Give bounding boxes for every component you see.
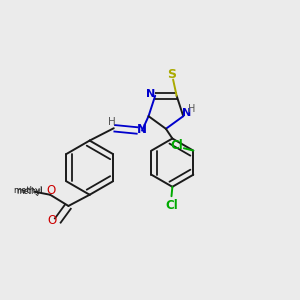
Text: N: N xyxy=(182,108,191,118)
Text: N: N xyxy=(146,89,155,99)
Text: methyl: methyl xyxy=(16,187,43,196)
Text: O: O xyxy=(46,184,56,196)
Text: methyl: methyl xyxy=(13,186,43,195)
Text: Cl: Cl xyxy=(165,199,178,212)
Text: O: O xyxy=(48,214,57,226)
Text: H: H xyxy=(108,117,116,127)
Text: Cl: Cl xyxy=(170,140,183,152)
Text: H: H xyxy=(188,103,195,113)
Text: S: S xyxy=(167,68,176,81)
Text: N: N xyxy=(136,124,146,136)
